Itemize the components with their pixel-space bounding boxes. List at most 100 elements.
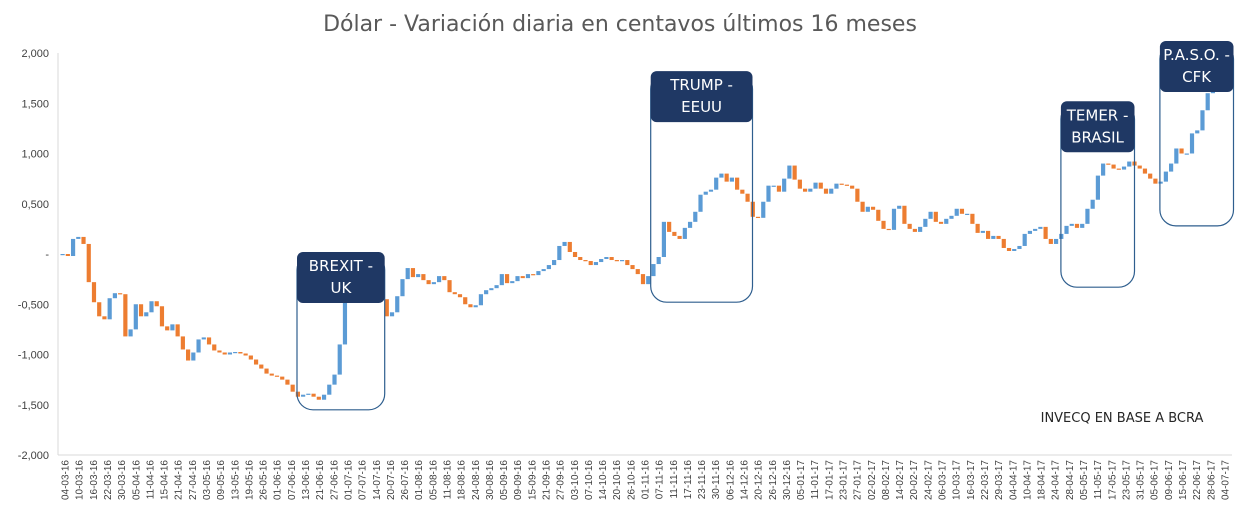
daily-candle: [520, 276, 525, 279]
daily-candle: [1038, 226, 1043, 229]
daily-candle: [771, 185, 776, 187]
daily-candle: [1017, 245, 1022, 249]
daily-variation-series: [60, 63, 1226, 400]
x-tick-label: 20-10-16: [612, 460, 623, 500]
daily-candle: [552, 260, 557, 266]
x-tick-label: 05-06-17: [1150, 460, 1161, 500]
x-tick-label: 09-05-16: [216, 460, 227, 500]
daily-candle: [1022, 233, 1027, 246]
daily-candle: [1085, 208, 1090, 224]
x-tick-label: 30-03-16: [117, 460, 128, 500]
x-tick-label: 22-03-16: [103, 460, 114, 500]
x-tick-label: 01-11-16: [641, 460, 652, 500]
daily-candle: [107, 298, 112, 320]
daily-candle: [332, 374, 337, 385]
daily-candle: [1174, 148, 1179, 164]
daily-candle: [693, 211, 698, 222]
daily-candle: [860, 201, 865, 212]
daily-candle: [1200, 110, 1205, 131]
x-tick-label: 15-09-16: [527, 460, 538, 500]
daily-candle: [327, 384, 332, 395]
daily-candle: [426, 280, 431, 285]
y-tick-label: 1,000: [21, 149, 49, 161]
daily-candle: [76, 236, 81, 239]
daily-candle: [253, 359, 259, 365]
daily-candle: [640, 274, 646, 285]
annotation-label-box: [1060, 101, 1135, 153]
daily-candle: [217, 350, 222, 353]
x-tick-label: 02-02-17: [867, 460, 878, 500]
daily-candle: [1006, 247, 1012, 251]
daily-candle: [274, 375, 280, 377]
daily-candle: [1169, 163, 1174, 172]
daily-candle: [635, 269, 640, 275]
daily-candle: [165, 326, 170, 331]
daily-candle: [698, 194, 703, 212]
daily-candle: [792, 165, 797, 180]
x-tick-label: 24-04-17: [1051, 460, 1062, 500]
x-tick-label: 07-10-16: [584, 460, 595, 500]
daily-candle: [206, 337, 212, 345]
x-tick-label: 01-06-16: [273, 460, 284, 500]
daily-candle: [708, 189, 714, 192]
x-tick-label: 26-10-16: [626, 460, 637, 500]
daily-candle: [834, 183, 839, 189]
daily-candle: [572, 251, 578, 258]
x-tick-label: 22-03-17: [980, 460, 991, 500]
daily-candle: [452, 292, 457, 295]
annotation-label-box: [650, 71, 753, 123]
daily-candle: [301, 394, 306, 397]
daily-candle: [212, 344, 217, 351]
daily-candle: [897, 205, 902, 209]
daily-candle: [123, 294, 128, 337]
x-tick-label: 18-04-17: [1037, 460, 1048, 500]
daily-candle: [1027, 230, 1033, 234]
daily-candle: [761, 201, 766, 218]
x-tick-label: 19-05-16: [245, 460, 256, 500]
daily-candle: [677, 235, 682, 239]
daily-candle: [1137, 165, 1142, 169]
daily-candle: [536, 271, 541, 276]
daily-candle: [504, 274, 510, 284]
daily-candle: [138, 304, 144, 317]
daily-candle: [729, 177, 734, 182]
daily-candle: [1106, 163, 1111, 165]
x-tick-label: 17-01-17: [824, 460, 835, 500]
daily-candle: [65, 254, 70, 257]
daily-candle: [1195, 130, 1200, 134]
x-tick-label: 11-11-16: [669, 460, 680, 499]
daily-candle: [646, 276, 651, 285]
daily-candle: [1012, 248, 1017, 251]
x-tick-label: 20-12-16: [754, 460, 765, 500]
daily-candle: [91, 282, 97, 303]
x-tick-label: 27-01-17: [853, 460, 864, 500]
daily-candle: [588, 261, 593, 266]
daily-candle: [938, 221, 944, 224]
daily-candle: [1153, 178, 1158, 184]
chart-title: Dólar - Variación diaria en centavos últ…: [323, 12, 917, 37]
daily-candle: [342, 284, 348, 345]
daily-candle: [1043, 226, 1048, 239]
x-tick-label: 30-11-16: [711, 460, 722, 500]
daily-candle: [1205, 93, 1210, 111]
x-tick-label: 05-05-17: [1079, 460, 1090, 500]
x-tick-label: 27-09-16: [556, 460, 567, 500]
daily-candle: [243, 353, 248, 356]
daily-candle: [829, 188, 834, 194]
daily-candle: [321, 394, 327, 400]
x-tick-label: 28-04-17: [1065, 460, 1076, 500]
daily-candle: [489, 288, 494, 291]
daily-candle: [619, 260, 625, 262]
daily-candle: [803, 188, 808, 192]
daily-candle: [128, 329, 133, 337]
x-tick-label: 26-07-16: [400, 460, 411, 500]
daily-candle: [149, 301, 154, 313]
daily-candle: [782, 178, 787, 192]
daily-candle: [912, 228, 917, 232]
daily-candle: [1148, 173, 1153, 179]
daily-candle: [389, 312, 395, 317]
daily-candle: [928, 211, 933, 219]
daily-candle: [609, 257, 614, 261]
x-tick-label: 11-01-17: [810, 460, 821, 500]
daily-candle: [578, 257, 583, 261]
